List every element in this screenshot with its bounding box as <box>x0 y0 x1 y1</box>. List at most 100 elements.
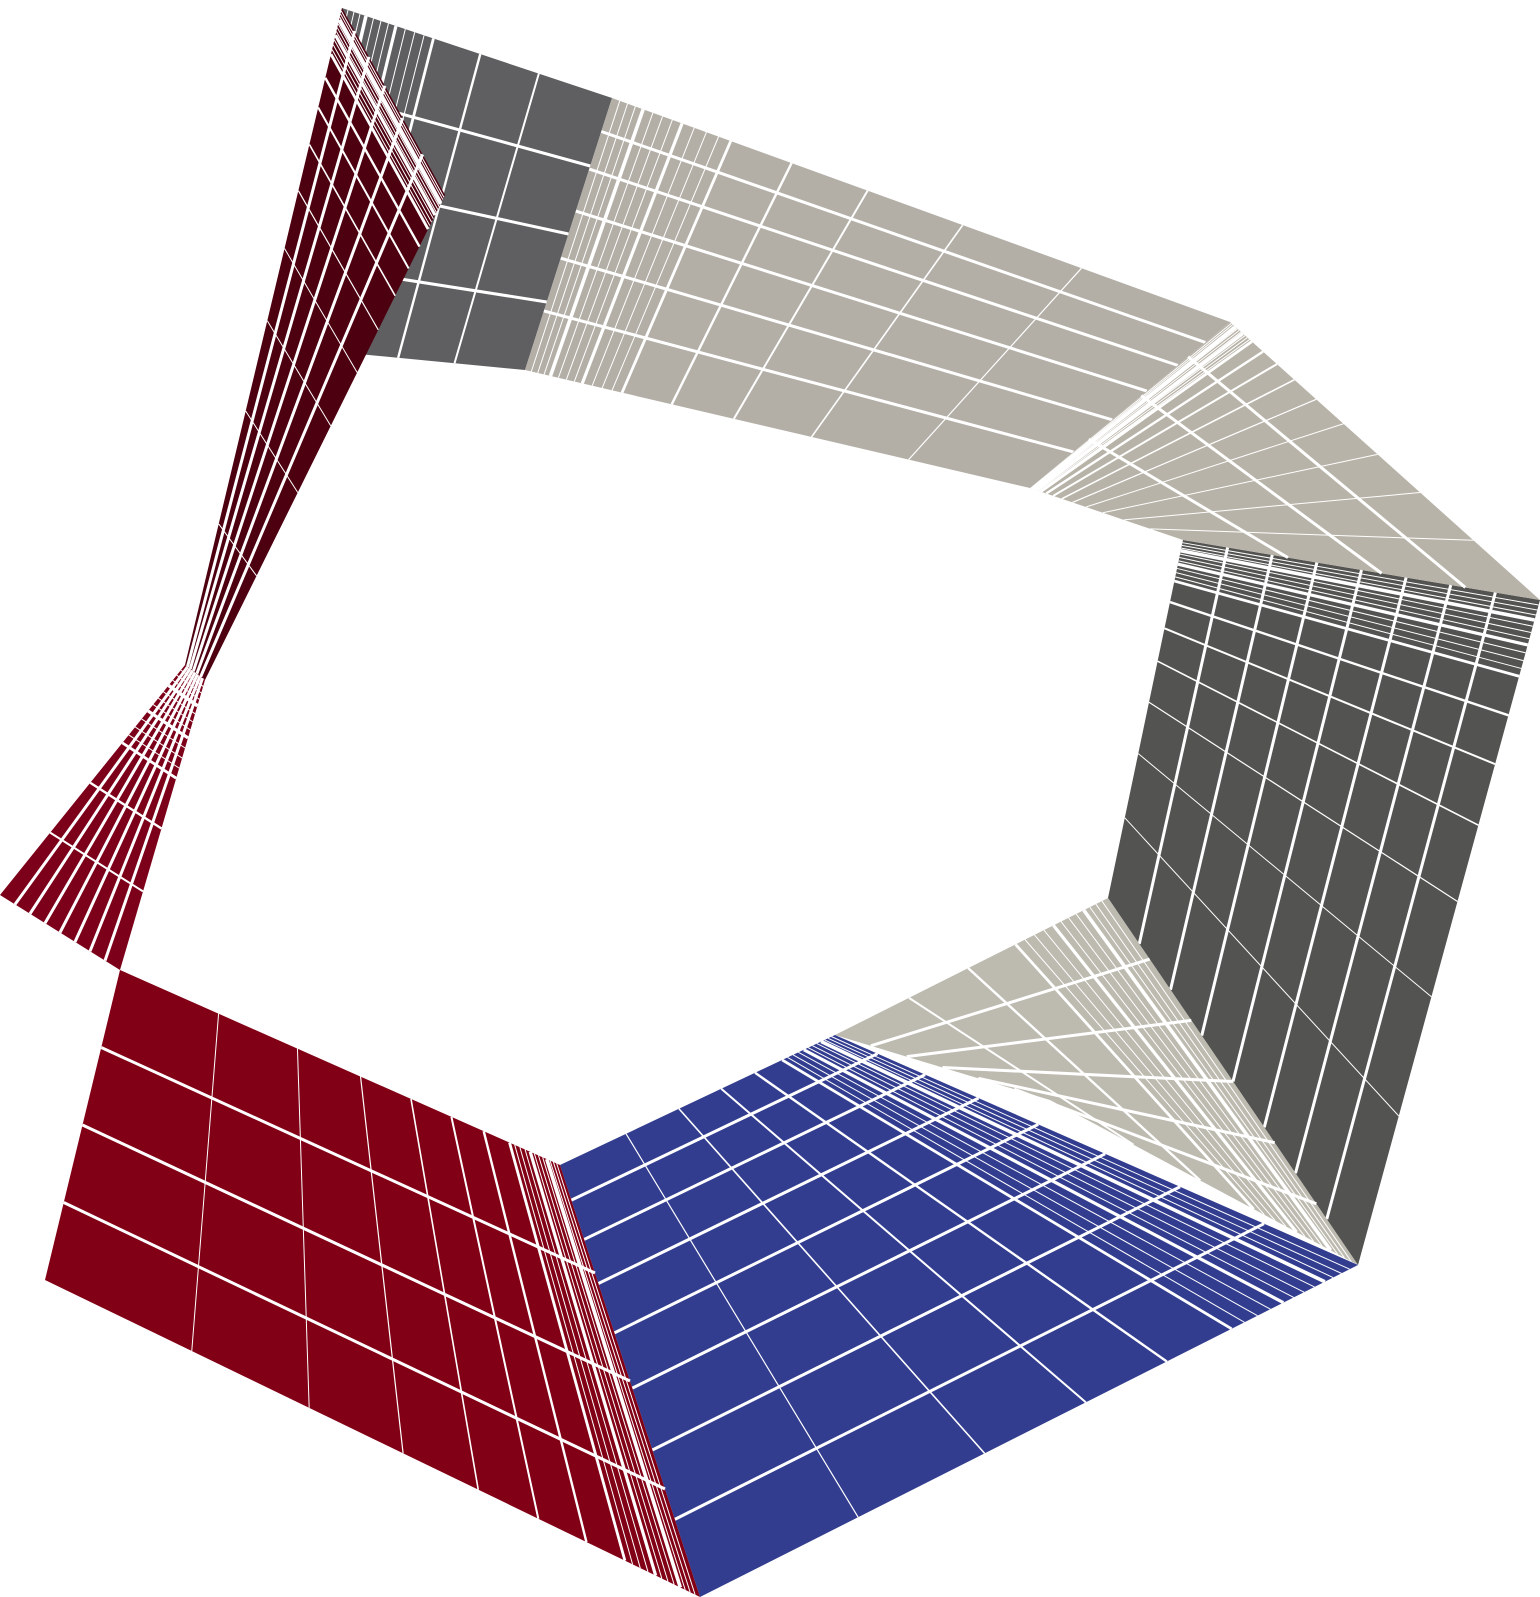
fine-grid-line <box>831 1036 1350 1270</box>
grid-line <box>81 1123 631 1383</box>
grid-line <box>1123 492 1421 521</box>
fine-grid-line <box>1024 939 1265 1216</box>
face-right-dark-grey <box>1108 540 1540 1265</box>
grid-line <box>733 190 869 420</box>
grid-line <box>613 1123 1039 1335</box>
grid-line <box>191 85 387 672</box>
grid-line <box>218 523 257 577</box>
grid-line <box>1085 423 1344 508</box>
face-top-right-light-grid-lines <box>1030 322 1474 589</box>
grid-line <box>720 1088 1087 1404</box>
grid-line <box>297 190 379 331</box>
grid-line <box>43 669 194 924</box>
fine-grid-line <box>163 691 196 715</box>
fine-grid-line <box>1181 544 1538 611</box>
fine-grid-line <box>337 23 440 207</box>
face-bottom-blue <box>560 1035 1358 1597</box>
fine-grid-line <box>1031 324 1234 489</box>
grid-line <box>199 153 425 678</box>
fine-grid-line <box>1182 542 1539 606</box>
face-bottom-right-light-grid-lines <box>870 900 1352 1262</box>
grid-line <box>337 19 443 205</box>
fine-grid-line <box>1034 329 1240 490</box>
grid-line <box>13 665 189 906</box>
grid-line <box>1294 584 1453 1174</box>
grid-line <box>1035 332 1244 492</box>
fine-grid-line <box>332 44 433 223</box>
grid-line <box>1045 350 1264 495</box>
grid-line <box>580 122 684 384</box>
face-top-outer-light-grid-lines <box>530 100 1206 461</box>
grid-line <box>1200 562 1319 1036</box>
fine-grid-line <box>1038 337 1248 492</box>
face-top-outer-light-surface <box>525 98 1230 488</box>
fine-grid-line <box>542 1157 675 1585</box>
grid-line <box>58 671 197 934</box>
face-bottom-right-light <box>835 898 1358 1265</box>
grid-line <box>625 1133 859 1518</box>
face-right-dark-grey-surface <box>1108 540 1540 1265</box>
grid-line <box>543 309 1074 454</box>
grid-line <box>678 1108 986 1454</box>
fine-grid-line <box>180 669 204 687</box>
grid-line <box>1013 1087 1317 1206</box>
grid-line <box>631 1152 1106 1390</box>
grid-line <box>266 320 332 427</box>
fine-grid-line <box>601 132 707 389</box>
grid-line <box>820 1039 1326 1284</box>
fine-grid-line <box>1101 900 1352 1262</box>
grid-line <box>1325 592 1497 1220</box>
grid-line <box>597 1096 980 1285</box>
grid-line <box>334 34 437 216</box>
fine-grid-line <box>339 16 443 202</box>
fine-grid-line <box>1179 557 1532 633</box>
face-bottom-left-red-surface <box>45 970 700 1597</box>
fine-grid-line <box>537 103 629 374</box>
fine-grid-line <box>565 116 664 380</box>
grid-line <box>670 162 793 405</box>
grid-line <box>781 1058 1233 1330</box>
fine-grid-line <box>1178 560 1530 640</box>
grid-line <box>1231 569 1363 1082</box>
grid-line <box>906 1018 1192 1059</box>
fine-grid-line <box>1075 913 1323 1247</box>
fine-grid-line <box>1181 547 1536 616</box>
fine-grid-line <box>533 1153 663 1579</box>
fine-grid-line <box>1068 917 1314 1242</box>
grid-line <box>195 117 405 675</box>
fine-grid-line <box>1034 934 1276 1221</box>
grid-line <box>88 675 202 952</box>
face-top-right-light <box>1030 322 1540 600</box>
fine-grid-line <box>549 1160 686 1591</box>
grid-line <box>1150 528 1474 541</box>
face-left-dark-red <box>185 8 445 680</box>
grid-line <box>317 106 410 269</box>
fine-grid-line <box>530 100 621 372</box>
fine-grid-line <box>524 1149 649 1572</box>
grid-line <box>548 108 645 377</box>
grid-line <box>651 1185 1181 1452</box>
fine-grid-line <box>556 1163 696 1595</box>
face-left-red-twisted-grid-lines <box>13 665 204 962</box>
grid-line <box>803 1048 1285 1305</box>
fine-grid-line <box>824 1039 1334 1279</box>
grid-line <box>810 224 964 438</box>
face-right-dark-grey-grid-lines <box>1124 542 1539 1220</box>
grid-line <box>186 30 357 668</box>
grid-line <box>1031 325 1237 491</box>
fine-grid-line <box>812 1045 1305 1293</box>
face-left-red-twisted <box>0 665 205 970</box>
fine-grid-line <box>335 31 437 213</box>
grid-line <box>63 1201 666 1491</box>
grid-line <box>575 209 1148 393</box>
fine-grid-line <box>514 1144 634 1565</box>
grid-line <box>284 248 358 373</box>
grid-line <box>560 256 1113 422</box>
grid-line <box>942 1066 1234 1083</box>
grid-line <box>28 667 192 915</box>
fine-grid-line <box>573 119 673 382</box>
face-bottom-left-red-grid-lines <box>63 1013 696 1595</box>
grid-line <box>1061 379 1295 500</box>
grid-line <box>1052 363 1278 497</box>
fine-grid-line <box>591 127 695 386</box>
